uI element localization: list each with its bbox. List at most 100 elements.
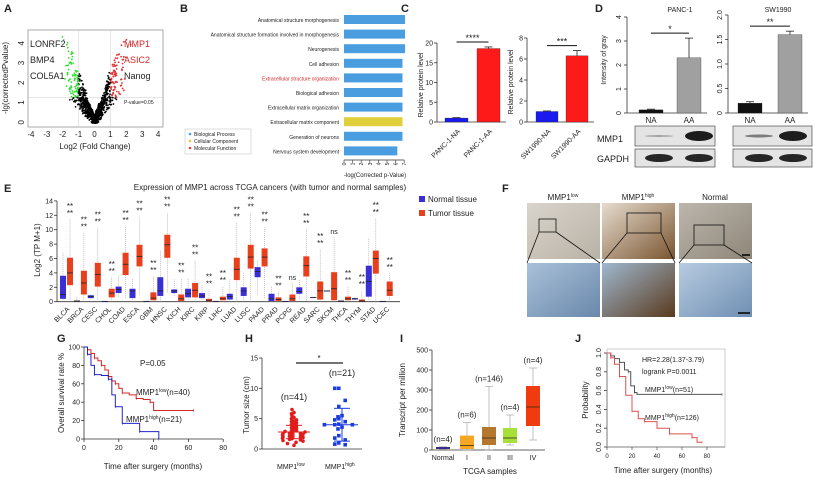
bar-PANC-1-NA <box>444 117 469 123</box>
volcano-point <box>73 99 76 102</box>
data-point-low <box>294 440 298 445</box>
data-point-low <box>301 432 305 437</box>
volcano-point <box>102 102 105 105</box>
legend-label: Molecular Function <box>194 146 236 152</box>
y-tick-label: 40 <box>72 400 80 407</box>
volcano-point <box>68 98 71 101</box>
volcano-point <box>104 91 107 94</box>
hazard-ratio-label: HR=2.28(1.37-3.79) <box>642 357 704 364</box>
box <box>254 267 261 278</box>
box <box>150 292 157 301</box>
volcano-point <box>77 86 79 89</box>
y-tick-label: 2 <box>616 63 623 67</box>
x-tick-label: -4 <box>27 130 35 139</box>
x-tick-label: 60 <box>185 445 193 452</box>
volcano-point <box>117 61 120 64</box>
x-tick-label: 40 <box>150 445 158 452</box>
legend-box <box>184 128 252 155</box>
volcano-point <box>106 89 109 92</box>
volcano-point <box>120 78 123 81</box>
volcano-point <box>107 81 110 84</box>
volcano-point <box>71 55 74 58</box>
n-label: (n=6) <box>458 411 477 420</box>
x-tick-label: 80 <box>219 445 227 452</box>
volcano-point <box>102 98 105 101</box>
volcano-point <box>87 103 89 105</box>
legend-swatch <box>419 196 425 202</box>
legend-label: Normal tissue <box>428 195 477 204</box>
gene-label: ASIC2 <box>124 55 150 65</box>
ihc-column-label: MMP1low <box>548 193 579 202</box>
volcano-point <box>111 99 114 102</box>
data-point-high <box>333 418 337 422</box>
volcano-point <box>73 79 76 82</box>
significance-label: ** <box>359 280 365 289</box>
volcano-point <box>80 79 83 82</box>
volcano-point <box>65 43 68 46</box>
volcano-point <box>96 108 99 111</box>
box <box>157 277 164 296</box>
volcano-point <box>81 112 84 115</box>
y-tick-label: 0 <box>76 437 80 444</box>
y-tick-label: 200 <box>416 408 428 415</box>
significance-label: ns <box>330 229 338 236</box>
box <box>289 294 296 301</box>
significance-label: ** <box>178 262 184 271</box>
go-bar <box>344 117 403 127</box>
volcano-point <box>70 63 73 65</box>
volcano-point <box>109 90 111 93</box>
data-point-low <box>287 437 292 442</box>
x-tick-label: 60 <box>679 454 686 460</box>
y-tick-label: 8 <box>49 242 53 249</box>
ihc-image-zoom <box>679 263 752 317</box>
volcano-point <box>103 96 106 99</box>
volcano-point <box>70 50 73 53</box>
go-bar <box>344 73 403 83</box>
volcano-point <box>70 58 73 61</box>
significance-label: ** <box>303 219 309 228</box>
volcano-point <box>105 84 108 87</box>
gene-label: MMP1 <box>124 39 150 49</box>
volcano-point <box>108 103 111 106</box>
y-tick-label: 20 <box>425 41 433 48</box>
volcano-point <box>71 92 74 95</box>
volcano-point <box>120 84 123 87</box>
y-tick-label: 500 <box>416 348 428 355</box>
volcano-point <box>125 38 128 41</box>
legend-marker <box>188 132 192 136</box>
volcano-point <box>74 101 77 103</box>
zoom-connector <box>526 231 540 264</box>
volcano-point <box>103 111 106 114</box>
panel-label-D: D <box>595 3 603 15</box>
legend-label: Cellular Component <box>194 139 239 145</box>
x-tick-label: KICH <box>166 306 183 323</box>
volcano-point <box>121 58 124 61</box>
survival-curve-high <box>84 346 160 439</box>
zoom-connector <box>678 244 695 264</box>
volcano-point <box>92 112 95 114</box>
y-tick-label: 80 <box>72 363 80 370</box>
volcano-point <box>109 99 112 102</box>
volcano-point <box>76 76 79 78</box>
x-tick-label: 20 <box>115 445 123 452</box>
volcano-point <box>82 107 85 110</box>
y-tick-label: 1.0 <box>596 348 603 358</box>
data-point-low <box>281 438 285 443</box>
volcano-point <box>114 57 117 60</box>
x-tick-label: 0 <box>342 162 348 165</box>
gene-label: BMP4 <box>30 55 55 65</box>
box <box>129 288 136 299</box>
significance-label: *** <box>557 37 568 47</box>
volcano-point <box>90 116 93 119</box>
volcano-point <box>67 56 70 59</box>
ihc-image-overview <box>602 203 675 259</box>
volcano-point <box>129 43 132 46</box>
y-tick-label: 10 <box>45 227 53 234</box>
volcano-point <box>75 70 78 73</box>
significance-label: ** <box>164 202 170 211</box>
blot-band <box>645 135 673 137</box>
volcano-point <box>106 96 109 99</box>
box <box>136 244 143 267</box>
x-tick-label: ESCA <box>122 306 141 325</box>
n-label: (n=4) <box>524 356 543 365</box>
